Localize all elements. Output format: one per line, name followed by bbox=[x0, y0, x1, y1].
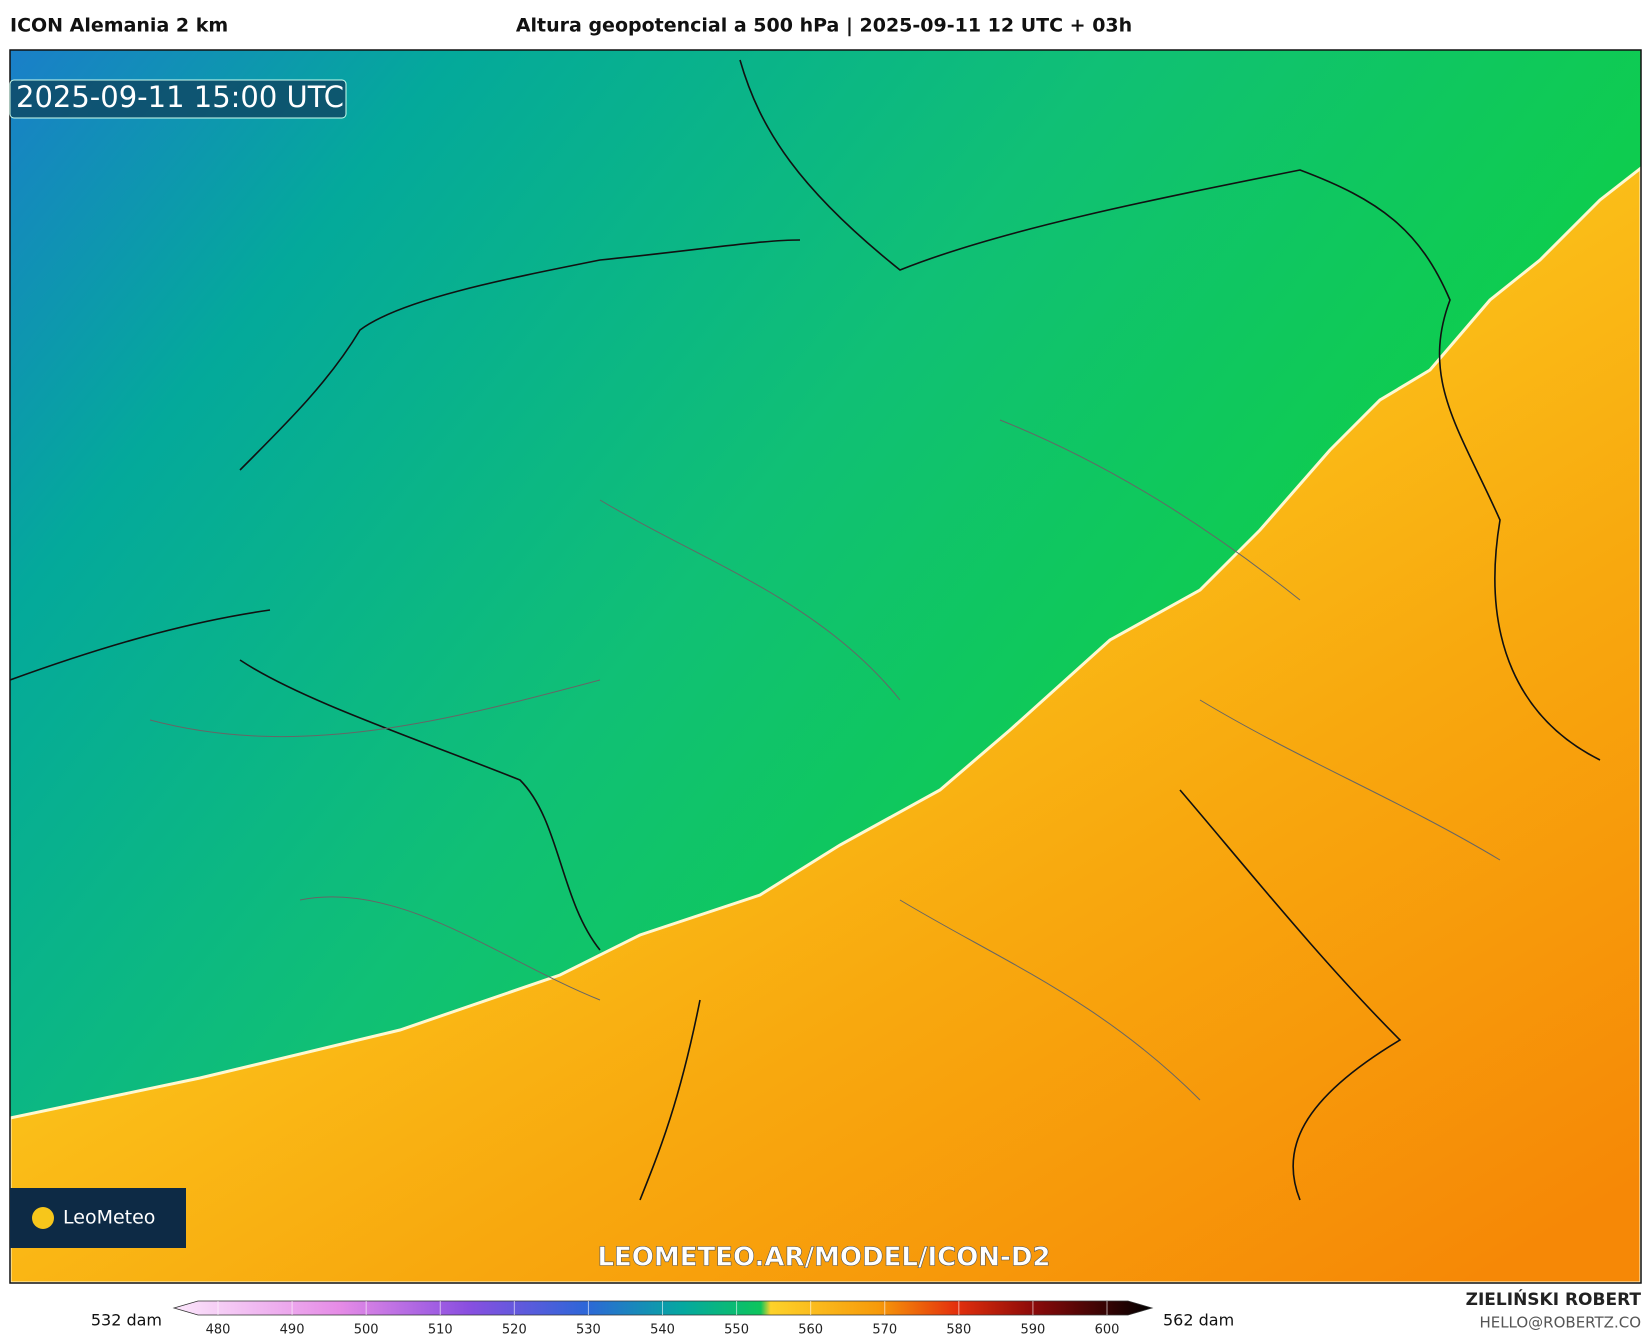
map bbox=[10, 50, 1641, 1283]
colorbar-tick-label: 580 bbox=[946, 1323, 971, 1338]
colorbar-tick-label: 510 bbox=[428, 1323, 453, 1338]
timestamp-box bbox=[9, 79, 347, 119]
watermark: LEOMETEO.AR/MODEL/ICON-D2 bbox=[597, 1243, 1050, 1273]
colorbar-tick-label: 530 bbox=[576, 1323, 601, 1338]
colorbar-tick-label: 590 bbox=[1021, 1323, 1046, 1338]
left-title: ICON Alemania 2 km bbox=[10, 15, 228, 37]
colorbar-tick-label: 540 bbox=[650, 1323, 675, 1338]
timestamp: 2025-09-11 15:00 UTC bbox=[16, 80, 344, 114]
colorbar-tick-label: 600 bbox=[1095, 1323, 1120, 1338]
warm-region bbox=[10, 166, 1641, 1283]
contact: HELLO@ROBERTZ.CO bbox=[1479, 1314, 1641, 1332]
center-title: Altura geopotencial a 500 hPa | 2025-09-… bbox=[516, 15, 1132, 37]
region-borders bbox=[149, 419, 1501, 1101]
colorbar: 480 490 500 510 520 530 540 550 560 570 580 590 600 bbox=[172, 1300, 1154, 1338]
colorbar-max-label: 562 dam bbox=[1163, 1311, 1234, 1330]
logo-text: LeoMeteo bbox=[63, 1207, 155, 1229]
colorbar-tick-label: 560 bbox=[798, 1323, 823, 1338]
colorbar-tick-label: 520 bbox=[502, 1323, 527, 1338]
colorbar-tick-label: 550 bbox=[724, 1323, 749, 1338]
colorbar-min-label: 532 dam bbox=[91, 1311, 162, 1330]
colorbar-tick-label: 480 bbox=[206, 1323, 231, 1338]
map-frame bbox=[9, 49, 1642, 1284]
colorbar-tick-label: 570 bbox=[872, 1323, 897, 1338]
logo-sun bbox=[32, 1207, 54, 1229]
country-borders bbox=[10, 59, 1601, 1201]
colorbar-tick-label: 490 bbox=[280, 1323, 305, 1338]
colorbar-tick-label: 500 bbox=[354, 1323, 379, 1338]
author: ZIELIŃSKI ROBERT bbox=[1466, 1288, 1642, 1310]
